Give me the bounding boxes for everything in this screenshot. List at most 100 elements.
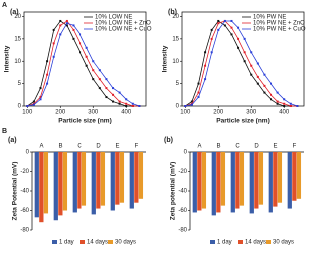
point [46, 73, 49, 76]
y-tick-label: 5 [176, 81, 180, 87]
point [197, 82, 200, 85]
bar [43, 152, 49, 214]
bar [138, 152, 144, 199]
y-tick-label: 10 [14, 59, 21, 65]
panel-label: (b) [164, 137, 173, 144]
point [276, 91, 279, 94]
y-tick-label: -60 [20, 208, 29, 214]
series-line [185, 20, 298, 107]
point [204, 78, 207, 81]
category-label: D [254, 144, 259, 150]
point [223, 24, 226, 27]
y-tick-label: 15 [14, 36, 21, 42]
point [237, 26, 240, 29]
point [223, 19, 226, 22]
category-label: C [77, 144, 82, 150]
category-label: B [216, 144, 220, 150]
point [243, 37, 246, 40]
y-tick-label: -40 [178, 189, 187, 195]
point [270, 93, 273, 96]
point [243, 60, 246, 63]
x-axis-label: Particle size (nm) [58, 118, 111, 125]
bar [292, 152, 297, 201]
panel-label: (a) [8, 137, 17, 144]
category-label: F [135, 144, 139, 150]
legend-label: 10% PW NE [253, 15, 286, 21]
category-label: C [235, 144, 240, 150]
y-axis-label: Intensity [162, 45, 169, 72]
point [92, 78, 95, 81]
point [98, 69, 101, 72]
point [85, 64, 88, 67]
category-label: A [39, 144, 43, 150]
point [65, 22, 68, 25]
bar [201, 152, 207, 209]
point [197, 96, 200, 99]
point [26, 105, 29, 107]
point [105, 96, 108, 99]
point [243, 51, 246, 54]
point [270, 98, 273, 101]
bar [277, 152, 283, 203]
bar [77, 152, 82, 209]
point [125, 98, 128, 101]
point [52, 28, 55, 31]
bar [58, 152, 63, 216]
point [72, 28, 75, 31]
legend-swatch [210, 240, 215, 244]
y-axis-label: Zeta potential (mV) [170, 162, 177, 221]
point [65, 19, 68, 22]
series-line [185, 20, 298, 107]
point [59, 33, 62, 36]
x-axis-label: Particle size (nm) [216, 118, 269, 125]
bar [81, 152, 87, 206]
point [79, 33, 82, 36]
x-tick-label: 400 [121, 110, 132, 116]
point [52, 42, 55, 45]
bar [115, 152, 120, 205]
point [59, 19, 62, 22]
legend-label: 10% LOW NE + ZnO [95, 21, 151, 27]
point [79, 51, 82, 54]
bar [268, 152, 273, 213]
point [46, 82, 49, 85]
point [112, 93, 115, 96]
point [263, 84, 266, 87]
point [92, 60, 95, 63]
section-label: B [2, 128, 7, 135]
point [256, 75, 259, 78]
point [105, 87, 108, 90]
point [276, 102, 279, 105]
plot-frame [23, 11, 147, 107]
series-line [185, 20, 298, 107]
point [217, 22, 220, 25]
point [118, 100, 121, 103]
legend-label: 14 days [245, 240, 266, 246]
bar [220, 152, 226, 206]
point [125, 102, 128, 105]
bar [96, 152, 101, 209]
point [263, 91, 266, 94]
bar [110, 152, 115, 211]
bar [72, 152, 77, 213]
y-tick-label: 15 [172, 36, 179, 42]
point [289, 105, 292, 107]
y-tick-label: -80 [178, 228, 187, 234]
bar [34, 152, 39, 218]
y-tick-label: 20 [172, 14, 179, 20]
y-tick-label: 0 [26, 150, 30, 156]
bar [100, 152, 106, 206]
bar [39, 152, 44, 223]
point [283, 105, 286, 107]
point [256, 62, 259, 65]
point [85, 46, 88, 49]
point [52, 55, 55, 58]
legend-label: 10% LOW NE + CuO [95, 27, 152, 33]
y-tick-label: -60 [178, 208, 187, 214]
point [250, 51, 253, 54]
y-tick-label: 0 [18, 104, 22, 110]
point [92, 69, 95, 72]
point [98, 78, 101, 81]
bar [119, 152, 125, 203]
legend-label: 10% LOW NE [95, 15, 132, 21]
